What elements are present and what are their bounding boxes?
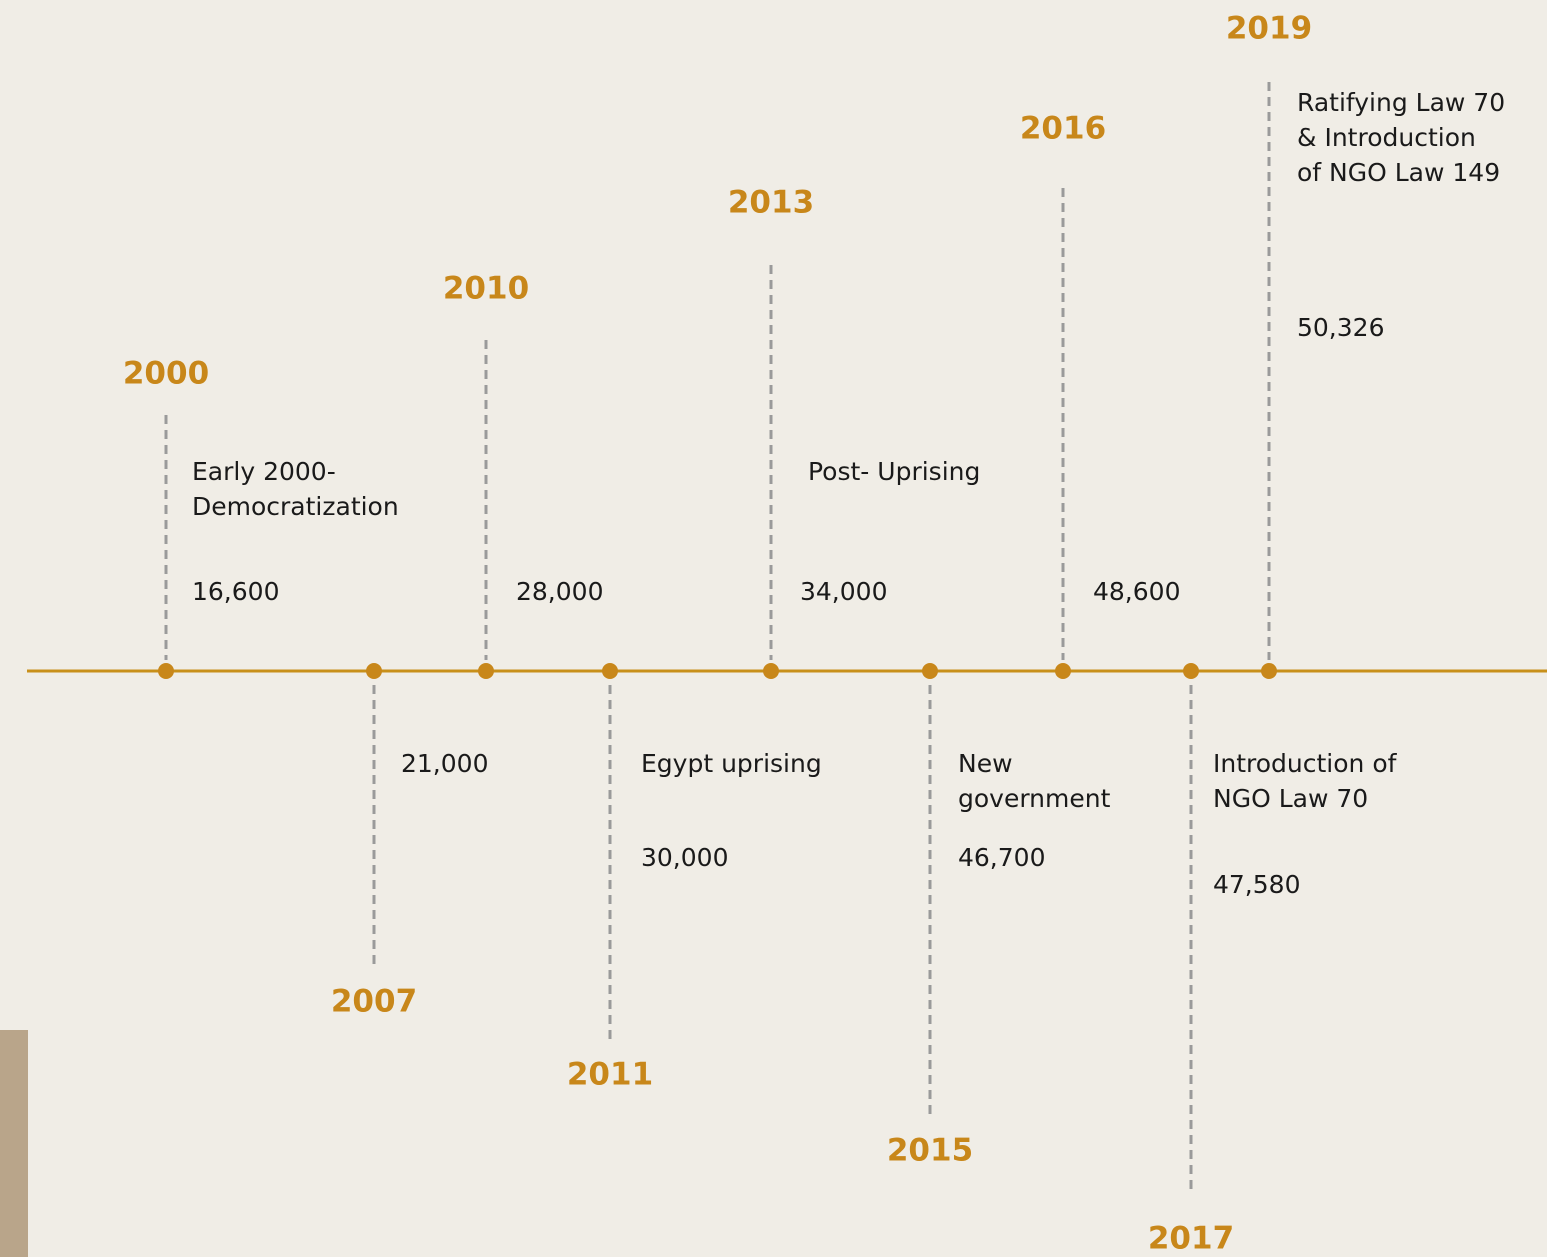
event-year: 2019: [1226, 11, 1312, 47]
event-year: 2013: [728, 185, 814, 221]
event-year: 2007: [331, 984, 417, 1020]
event-year: 2016: [1020, 111, 1106, 147]
event-dot: [158, 663, 174, 679]
event-dot: [478, 663, 494, 679]
event-count: 30,000: [641, 843, 728, 872]
event-dot: [602, 663, 618, 679]
event-dot: [763, 663, 779, 679]
event-description: & Introduction: [1297, 123, 1476, 152]
event-year: 2017: [1148, 1221, 1234, 1257]
event-description: New: [958, 749, 1013, 778]
event-dot: [1055, 663, 1071, 679]
event-dot: [1183, 663, 1199, 679]
event-description: government: [958, 784, 1111, 813]
event-count: 50,326: [1297, 313, 1384, 342]
event-count: 21,000: [401, 749, 488, 778]
event-year: 2010: [443, 271, 529, 307]
photo-fragment: [0, 1030, 28, 1257]
event-description: Introduction of: [1213, 749, 1398, 778]
event-count: 46,700: [958, 843, 1045, 872]
event-year: 2011: [567, 1057, 653, 1093]
event-dot: [922, 663, 938, 679]
event-count: 47,580: [1213, 870, 1300, 899]
timeline: 2000 Early 2000- Democratization 16,600 2007…: [0, 0, 1547, 1257]
event-year: 2000: [123, 356, 209, 392]
event-count: 16,600: [192, 577, 279, 606]
event-count: 48,600: [1093, 577, 1180, 606]
event-description: Early 2000-: [192, 457, 336, 486]
event-description: NGO Law 70: [1213, 784, 1368, 813]
event-description: Egypt uprising: [641, 749, 822, 778]
event-description: Post- Uprising: [808, 457, 980, 486]
event-count: 28,000: [516, 577, 603, 606]
event-count: 34,000: [800, 577, 887, 606]
event-year: 2015: [887, 1133, 973, 1169]
event-dot: [366, 663, 382, 679]
event-description: Ratifying Law 70: [1297, 88, 1505, 117]
event-description: of NGO Law 149: [1297, 158, 1500, 187]
event-dot: [1261, 663, 1277, 679]
event-description: Democratization: [192, 492, 399, 521]
